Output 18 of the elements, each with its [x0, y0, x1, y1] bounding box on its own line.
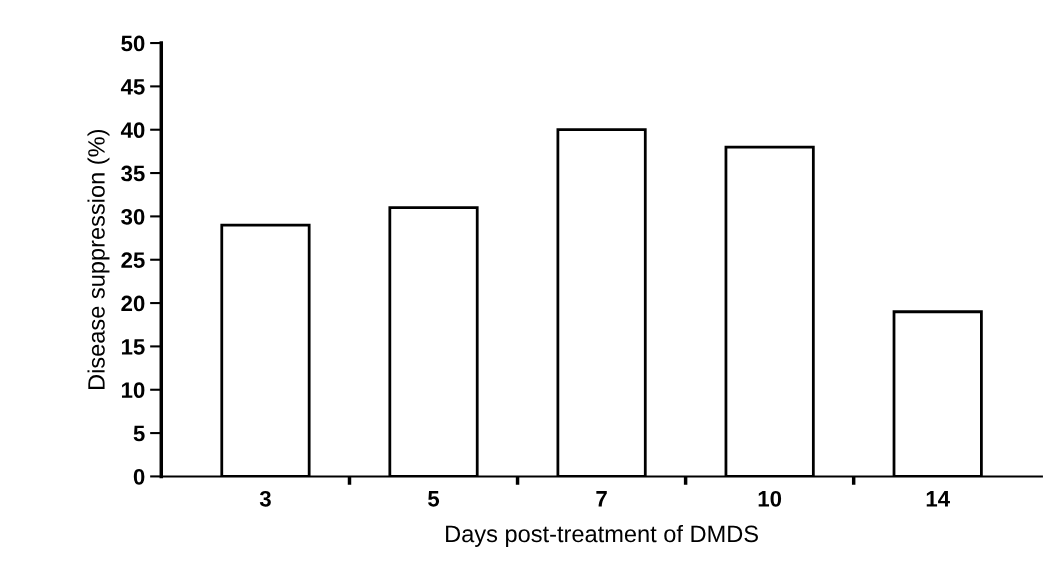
y-tick-label: 35 [121, 165, 145, 182]
y-tick-label: 30 [121, 208, 145, 225]
y-tick-label: 40 [120, 122, 145, 138]
x-tick-label: 10 [758, 490, 782, 507]
x-tick-label: 3 [259, 490, 271, 507]
y-tick-label: 45 [120, 79, 145, 95]
x-tick-label: 5 [428, 491, 440, 507]
y-tick-label: 25 [121, 252, 145, 269]
y-tick-label: 15 [121, 339, 145, 355]
x-tick-label: 7 [596, 491, 607, 507]
y-tick-label: 0 [133, 468, 145, 485]
y-tick-label: 20 [121, 295, 145, 312]
y-tick-label: 5 [133, 425, 145, 442]
y-tick-label: 50 [121, 35, 145, 52]
y-axis-title: Disease suppression (%) [87, 129, 110, 390]
y-tick-label: 10 [121, 382, 145, 399]
x-axis-title: Days post-treatment of DMDS [446, 524, 758, 547]
x-tick-label: 14 [926, 491, 950, 507]
